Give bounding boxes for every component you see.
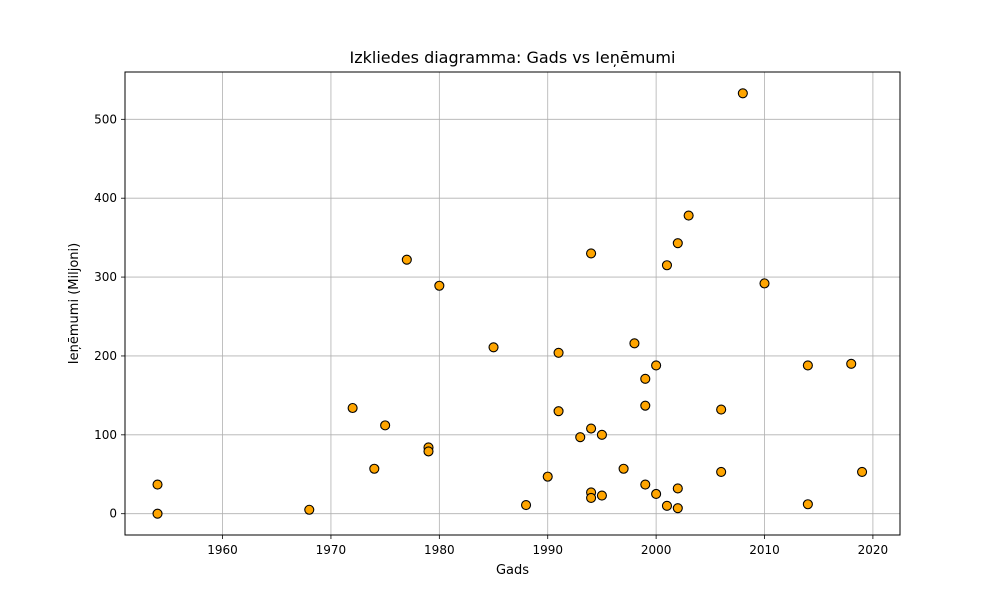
data-point [651,488,662,500]
data-point [380,420,391,431]
data-point [596,429,607,440]
data-point [152,508,163,519]
data-point [716,404,727,415]
data-point [716,466,727,477]
data-point [586,248,597,259]
y-tick-label: 500 [94,112,117,126]
y-axis-ticks: 0 100 200 300 400 500 [94,112,125,521]
plot-frame [124,71,901,536]
data-point [596,490,607,501]
data-point [629,338,640,349]
data-point [434,280,445,291]
data-point [369,463,380,474]
data-point [488,342,499,353]
data-point [672,483,683,494]
x-tick-label: 1960 [207,543,238,557]
data-point [661,500,673,511]
x-tick-label: 2020 [858,543,889,557]
chart-title: Izkliedes diagramma: Gads vs Ieņēmumi [350,48,676,67]
data-point [347,402,358,414]
data-point [553,347,564,358]
x-tick-label: 2010 [749,543,780,557]
data-point [618,463,629,474]
data-point [802,499,813,510]
data-point [423,446,434,457]
data-point [553,406,564,417]
data-point [542,471,553,482]
x-axis-label: Gads [496,563,529,578]
data-point [846,358,857,369]
data-point [683,210,694,221]
data-points [152,88,868,519]
data-point [737,88,748,99]
y-axis-label: Ieņēmumi (Miljoni) [67,243,82,364]
grid [125,72,900,535]
data-point [586,423,597,434]
data-point [672,503,683,514]
data-point [152,479,163,490]
data-point [640,373,651,384]
y-tick-label: 300 [94,270,117,284]
data-point [640,479,651,490]
data-point [672,238,683,249]
data-point [759,278,770,289]
y-tick-label: 100 [94,428,117,442]
y-tick-label: 0 [109,507,117,521]
x-tick-label: 1990 [532,543,563,557]
x-tick-label: 2000 [641,543,672,557]
data-point [586,492,597,503]
y-tick-label: 400 [94,191,117,205]
data-point [802,360,813,371]
y-tick-label: 200 [94,349,117,363]
data-point [575,432,586,443]
data-point [651,360,662,371]
data-point [640,400,651,411]
data-point [661,260,673,271]
data-point [304,504,315,515]
x-tick-label: 1980 [424,543,455,557]
data-point [401,254,412,265]
data-point [520,499,532,511]
x-tick-label: 1970 [316,543,347,557]
data-point [857,466,868,477]
x-axis-ticks: 1960 1970 1980 1990 2000 2010 2020 [207,535,888,557]
